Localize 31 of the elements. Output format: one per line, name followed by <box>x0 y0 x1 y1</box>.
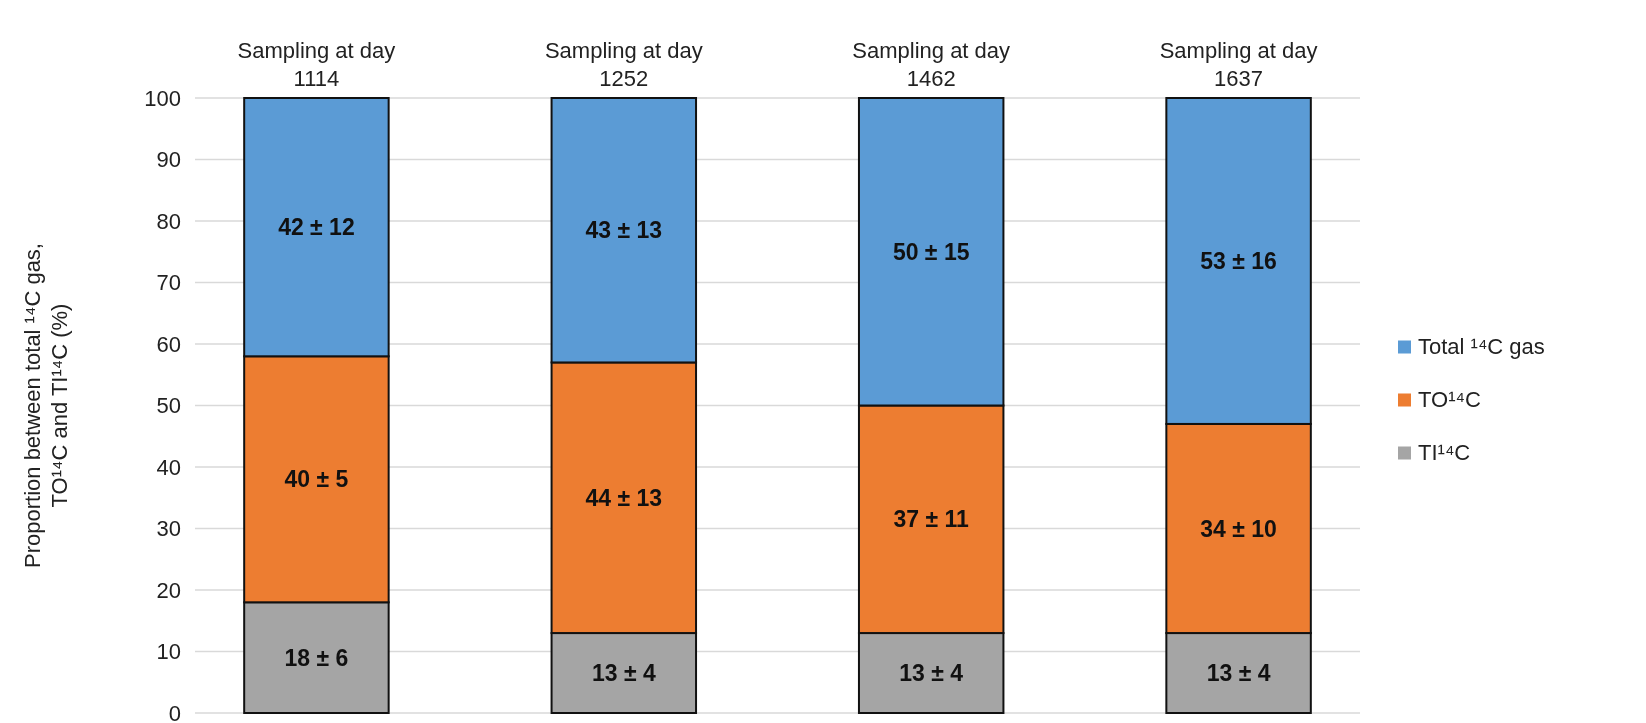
y-tick-label: 40 <box>156 454 181 480</box>
y-tick-label: 70 <box>156 270 181 296</box>
x-tick-label: Sampling at day 1252 <box>544 38 703 91</box>
data-label: 34 ± 10 <box>1200 515 1277 542</box>
legend-label: Total ¹⁴C gas <box>1418 333 1545 359</box>
data-label: 50 ± 15 <box>892 238 970 265</box>
y-tick-label: 50 <box>156 393 181 419</box>
y-axis-title: Proportion between total ¹⁴C gas, TO¹⁴C and TI¹⁴C (%) <box>20 243 72 568</box>
data-label: 37 ± 11 <box>893 506 970 533</box>
data-label: 53 ± 16 <box>1200 247 1277 274</box>
y-tick-label: 0 <box>168 700 181 723</box>
y-tick-label: 60 <box>156 331 181 357</box>
y-tick-label: 20 <box>156 577 181 603</box>
data-label: 43 ± 13 <box>585 217 663 244</box>
legend-label: TO¹⁴C <box>1418 386 1481 412</box>
data-label: 13 ± 4 <box>591 660 656 687</box>
data-label: 40 ± 5 <box>284 466 349 493</box>
x-tick-label: Sampling at day 1462 <box>852 38 1011 91</box>
legend-label: TI¹⁴C <box>1418 439 1471 465</box>
data-label: 44 ± 13 <box>585 484 663 511</box>
data-label: 18 ± 6 <box>284 644 349 671</box>
y-tick-label: 80 <box>156 208 181 234</box>
y-tick-label: 100 <box>144 85 181 111</box>
data-label: 13 ± 4 <box>899 660 964 687</box>
data-label: 13 ± 4 <box>1206 660 1271 687</box>
x-tick-label: Sampling at day 1637 <box>1159 38 1318 91</box>
data-label: 42 ± 12 <box>278 214 355 241</box>
y-tick-label: 10 <box>156 639 181 665</box>
x-tick-label: Sampling at day 1114 <box>237 38 396 91</box>
y-tick-label: 90 <box>156 147 181 173</box>
y-tick-label: 30 <box>156 516 181 542</box>
